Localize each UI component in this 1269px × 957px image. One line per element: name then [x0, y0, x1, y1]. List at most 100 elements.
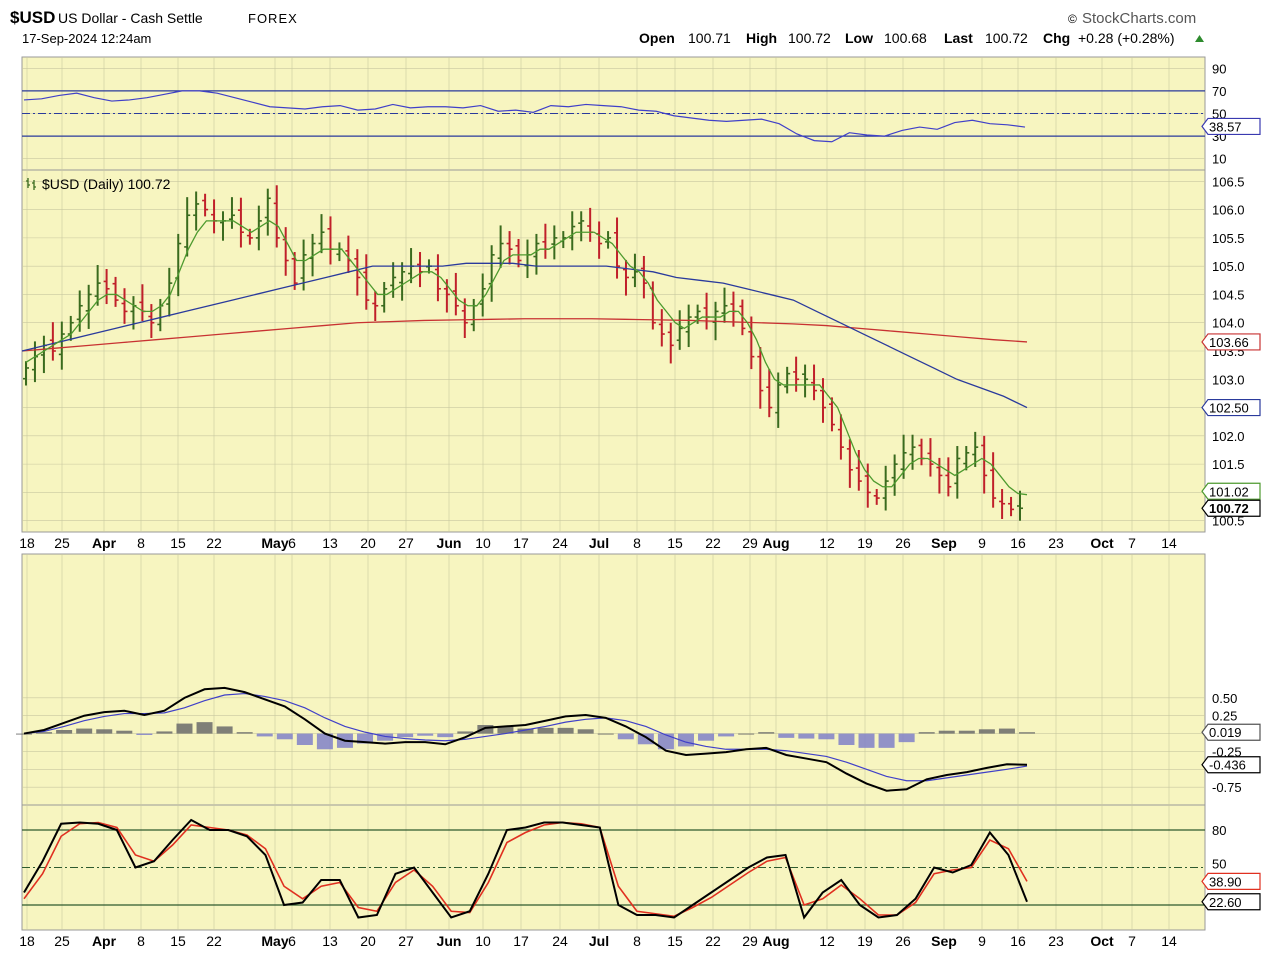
- macd-histogram-bar: [36, 732, 53, 734]
- macd-histogram-bar: [597, 733, 614, 735]
- ohlc-bar: [112, 276, 119, 307]
- ohlc-bar: [434, 254, 441, 302]
- x-tick-label: Jul: [589, 535, 609, 551]
- ohlc-bar: [273, 185, 280, 248]
- value-tag-label: 100.72: [1209, 501, 1249, 516]
- macd-histogram-bar: [437, 733, 454, 738]
- ohlc-bar: [945, 457, 952, 497]
- price-tick-label: 105.5: [1212, 231, 1245, 246]
- x-tick-label: Sep: [931, 933, 957, 949]
- brand-name[interactable]: StockCharts.com: [1082, 10, 1196, 27]
- macd-histogram-bar: [377, 733, 394, 741]
- ohlc-bar: [846, 439, 853, 488]
- x-tick-label: 14: [1161, 933, 1177, 949]
- macd-histogram-bar: [537, 727, 554, 734]
- x-tick-label: 6: [288, 535, 296, 551]
- x-tick-label: 17: [513, 933, 529, 949]
- last-value: 100.72: [985, 30, 1028, 46]
- chart-panels: [21, 56, 1206, 931]
- x-tick-label: 22: [705, 535, 721, 551]
- x-tick-label: 20: [360, 933, 376, 949]
- value-tag-box: [1201, 482, 1261, 500]
- rsi-series-line: [23, 90, 1026, 143]
- macd-histogram-bar: [397, 733, 414, 738]
- x-tick-label: 22: [206, 933, 222, 949]
- ohlc-bar: [999, 489, 1006, 519]
- macd-histogram-bar: [216, 726, 233, 734]
- ohlc-bar: [452, 272, 459, 316]
- ohlc-bar: [631, 253, 638, 288]
- x-tick-label: Jun: [437, 933, 462, 949]
- macd-histogram-bar: [517, 728, 534, 734]
- up-arrow-icon: [1195, 35, 1204, 42]
- x-tick-label: 23: [1048, 535, 1064, 551]
- x-tick-label: 18: [19, 535, 35, 551]
- ohlc-bar: [148, 304, 155, 338]
- ohlc-bar: [721, 287, 728, 323]
- ohlc-bar: [58, 321, 65, 370]
- x-tick-label: 9: [978, 535, 986, 551]
- value-tag-label: 103.66: [1209, 335, 1249, 350]
- ohlc-bar: [658, 309, 665, 347]
- x-tick-label: 13: [322, 933, 338, 949]
- ohlc-bar: [193, 191, 200, 231]
- value-tag-label: 101.02: [1209, 484, 1249, 499]
- stochastic-panel: [22, 818, 1205, 920]
- ohlc-bar: [819, 378, 826, 423]
- macd-histogram-bar: [798, 733, 815, 739]
- x-tick-label: 6: [288, 933, 296, 949]
- price-tick-label: 105.0: [1212, 259, 1245, 274]
- x-tick-label: 17: [513, 535, 529, 551]
- price-axis-ticks: 106.5106.0105.5105.0104.5104.0103.5103.0…: [1201, 174, 1261, 529]
- ohlc-bar: [748, 316, 755, 370]
- ma-short-value-tag: 101.02: [1201, 482, 1261, 500]
- ohlc-bar: [578, 211, 585, 242]
- macd-histogram-bar: [316, 733, 333, 750]
- macd-histogram-bar: [978, 729, 995, 734]
- timestamp: 17-Sep-2024 12:24am: [22, 31, 151, 46]
- ohlc-bar: [757, 347, 764, 409]
- ohlc-bar: [76, 290, 83, 332]
- chg-value: +0.28 (+0.28%): [1078, 30, 1175, 46]
- ohlc-bar: [551, 225, 558, 260]
- ohlc-legend-icon: [26, 178, 36, 190]
- x-tick-label: Apr: [92, 535, 117, 551]
- ohlc-bar: [605, 231, 612, 249]
- x-tick-label: 18: [19, 933, 35, 949]
- ohlc-bar: [614, 217, 621, 279]
- macd-histogram-bar: [236, 732, 253, 734]
- macd-histogram-bar: [778, 733, 795, 738]
- ma-short-line: [25, 220, 1028, 496]
- last-price-tag: 100.72: [1201, 499, 1261, 517]
- stochastic-k-value-tag: 22.60: [1201, 893, 1261, 911]
- symbol-label: $USD: [10, 8, 55, 27]
- macd-signal-line: [23, 692, 1028, 782]
- ohlc-bar: [784, 366, 791, 394]
- x-tick-label: Oct: [1090, 933, 1114, 949]
- ohlc-bar: [121, 288, 128, 324]
- value-tag-label: -0.436: [1209, 758, 1246, 773]
- rsi-tick-label: 70: [1212, 84, 1226, 99]
- x-tick-label: 8: [137, 933, 145, 949]
- macd-histogram-bar: [617, 733, 634, 740]
- ohlc-bar: [954, 446, 961, 499]
- x-tick-label: 19: [857, 535, 873, 551]
- macd-histogram-bar: [758, 732, 775, 734]
- value-tag-label: 102.50: [1209, 401, 1249, 416]
- ohlc-bar: [300, 239, 307, 291]
- ohlc-bar: [202, 193, 209, 217]
- ohlc-bar: [855, 449, 862, 491]
- x-tick-label: 10: [475, 535, 491, 551]
- x-tick-label: 8: [633, 933, 641, 949]
- x-tick-label: 29: [742, 933, 758, 949]
- ohlc-bar: [936, 457, 943, 494]
- x-tick-label: 8: [137, 535, 145, 551]
- macd-histogram-bar: [858, 733, 875, 748]
- macd-panel-bg: [21, 553, 1206, 806]
- x-tick-label: 15: [667, 535, 683, 551]
- ohlc-bar: [318, 214, 325, 254]
- macd-panel: [16, 686, 1205, 792]
- ohlc-bar: [184, 197, 191, 257]
- x-tick-label: 24: [552, 535, 568, 551]
- stochastic-tick-label: 50: [1212, 857, 1226, 872]
